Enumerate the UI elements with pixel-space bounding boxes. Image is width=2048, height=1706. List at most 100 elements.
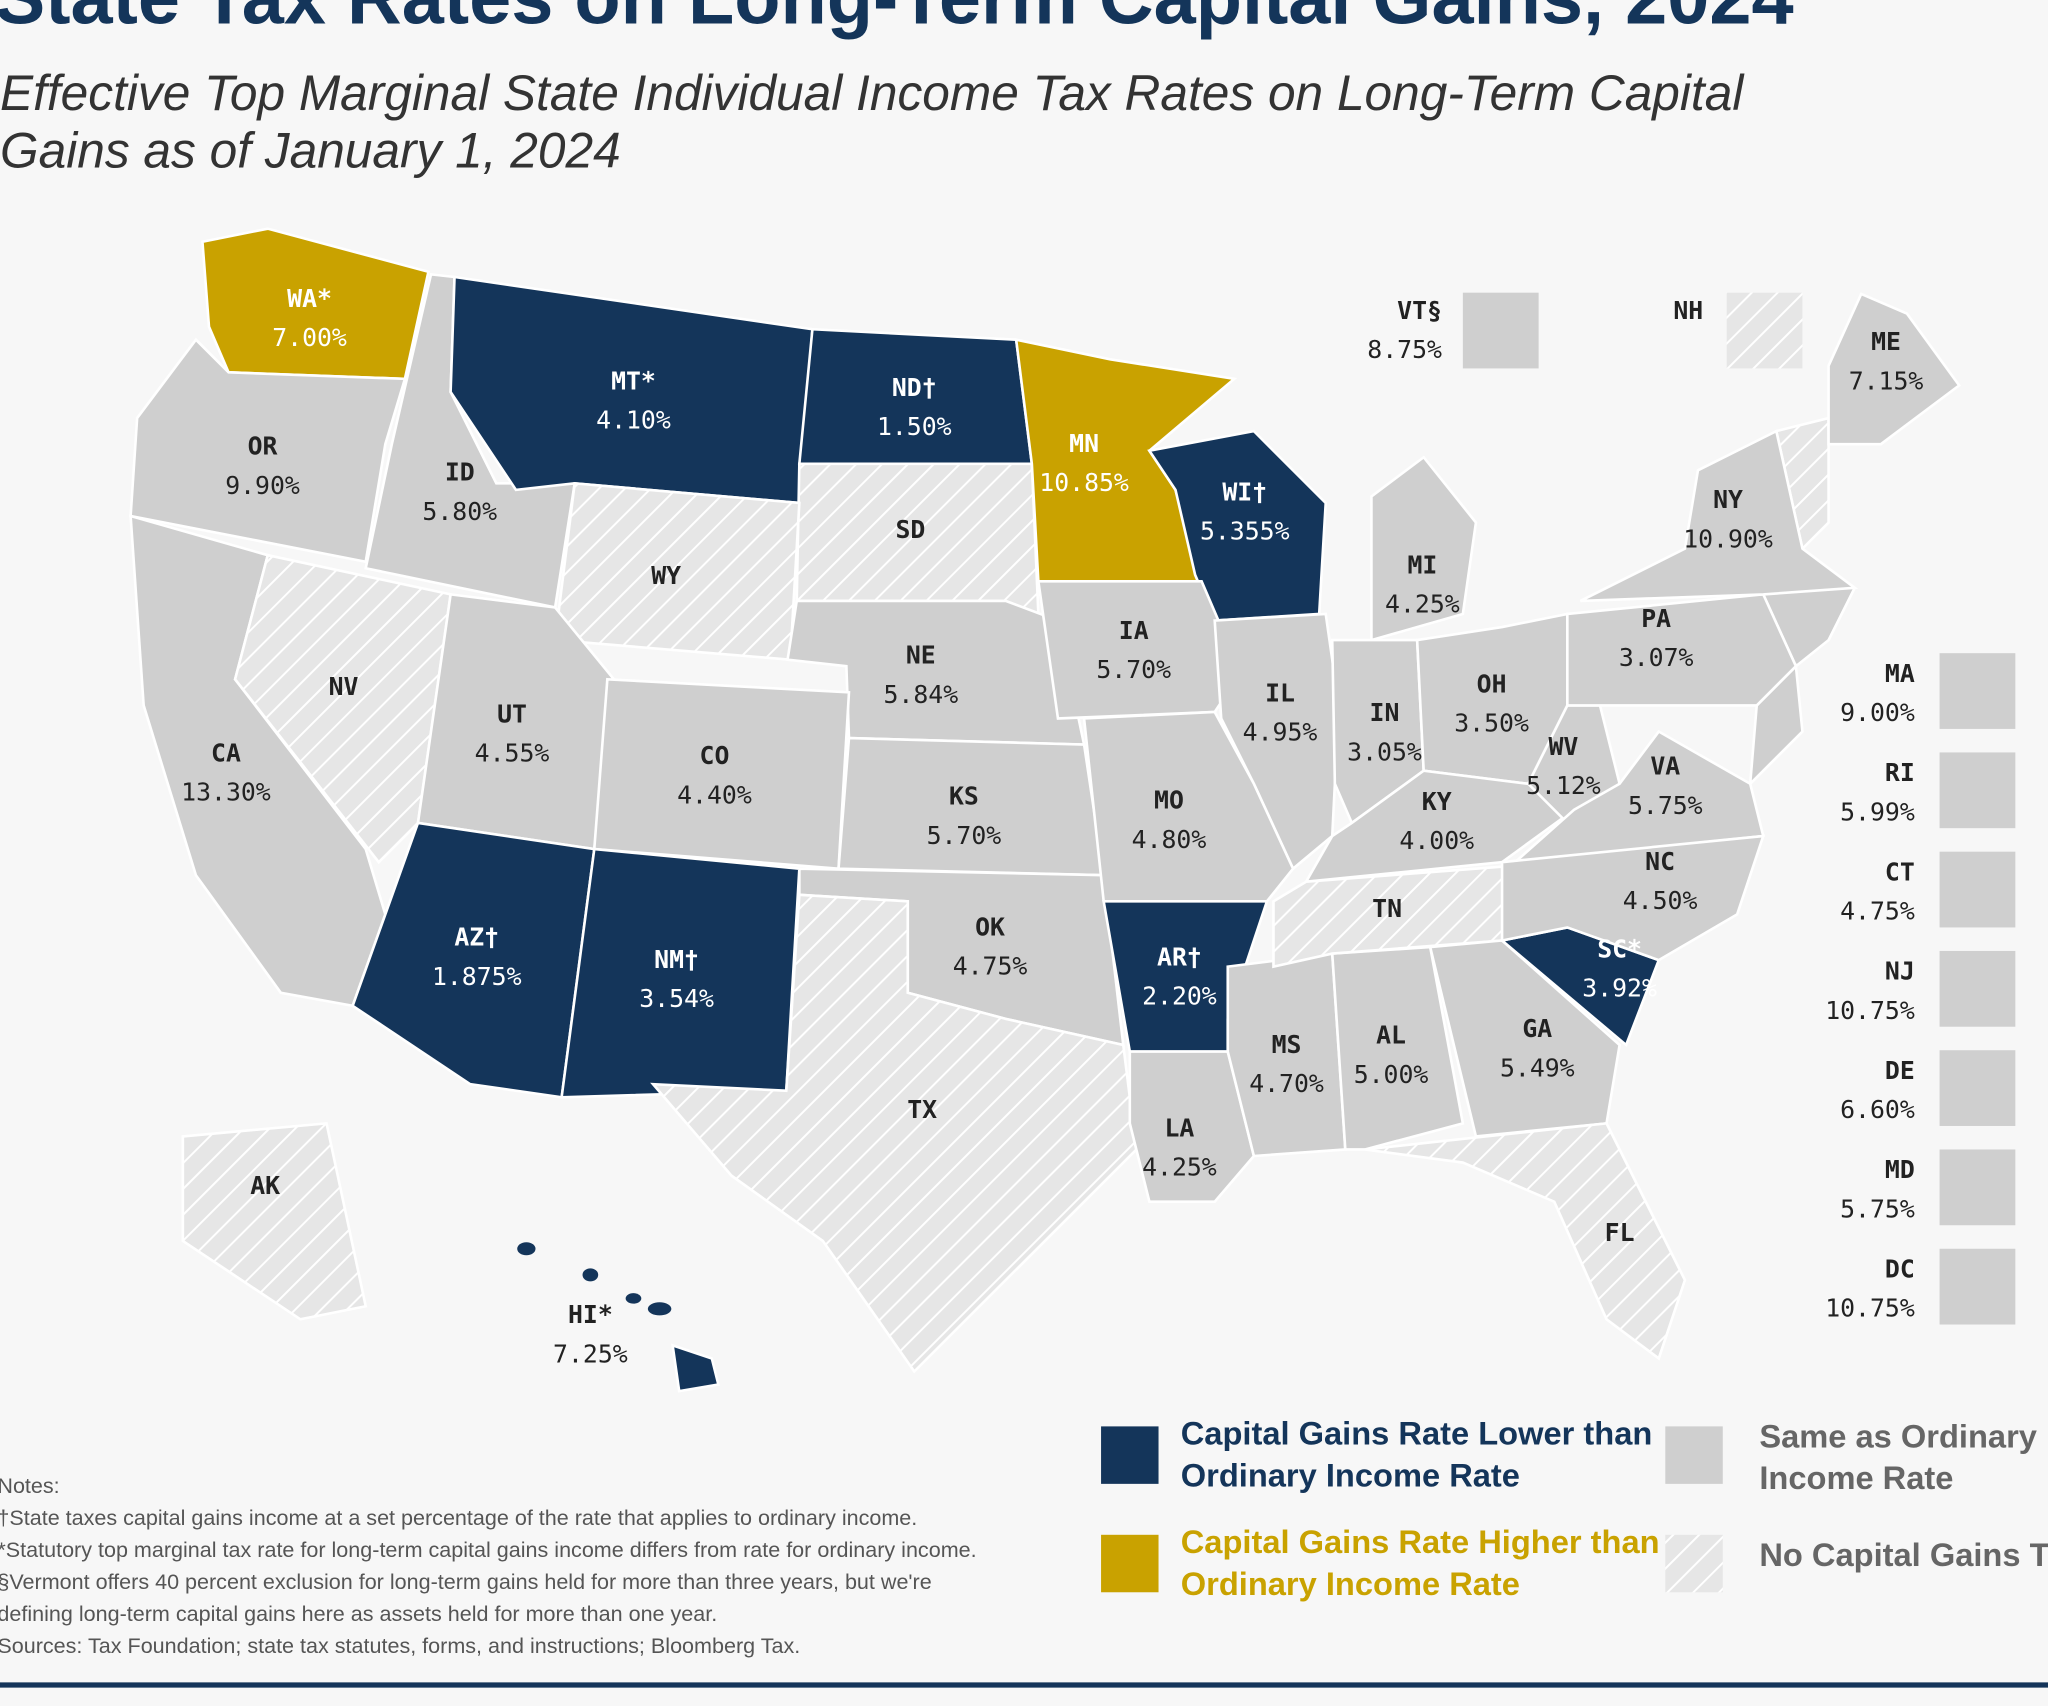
state-label: UT: [497, 699, 527, 728]
state-rate: 2.20%: [1142, 982, 1217, 1011]
island: [625, 1293, 642, 1304]
state-label: NC: [1645, 847, 1675, 876]
state-rate: 10.75%: [1825, 1294, 1915, 1323]
state-label: NE: [906, 641, 936, 670]
state-rate: 4.25%: [1142, 1153, 1217, 1182]
state-rate: 9.00%: [1840, 698, 1915, 727]
state-box: [1939, 950, 2016, 1027]
state-label: ND†: [892, 373, 937, 402]
state-label: MI: [1407, 550, 1437, 579]
state-label: GA: [1522, 1014, 1552, 1043]
state-label: IA: [1119, 616, 1149, 645]
state-label: NH: [1673, 296, 1703, 325]
state-box: [1939, 1248, 2016, 1325]
state-label: OR: [248, 432, 278, 461]
state-rate: 6.60%: [1840, 1095, 1915, 1124]
state-label: WV: [1548, 732, 1578, 761]
state-box: [1726, 292, 1803, 369]
state-label: KY: [1422, 787, 1452, 816]
note: defining long-term capital gains here as…: [0, 1601, 717, 1626]
legend-label: Capital Gains Rate Lower than: [1181, 1415, 1653, 1452]
island: [647, 1302, 672, 1316]
state-rate: 3.50%: [1454, 709, 1529, 738]
state-label: RI: [1885, 758, 1915, 787]
state-label: WI†: [1222, 477, 1267, 506]
state-shape: [1827, 292, 1961, 446]
state-label: ID: [445, 458, 475, 487]
state-rate: 5.12%: [1526, 771, 1601, 800]
state-box: [1939, 851, 2016, 928]
state-box: [1462, 292, 1539, 369]
state-rate: 3.92%: [1582, 974, 1657, 1003]
state-rate: 4.25%: [1385, 590, 1460, 619]
state-rate: 10.90%: [1683, 524, 1773, 553]
state-label: MN: [1069, 429, 1099, 458]
state-rate: 5.75%: [1840, 1194, 1915, 1223]
state-box: [1939, 1149, 2016, 1226]
state-label: WA*: [287, 284, 332, 313]
state-box: [1939, 653, 2016, 729]
state-rate: 7.15%: [1849, 366, 1924, 395]
state-rate: 10.75%: [1825, 996, 1915, 1025]
state-rate: 13.30%: [181, 778, 271, 807]
state-rate: 4.55%: [475, 739, 550, 768]
state-shape: [1213, 612, 1341, 871]
state-label: VA: [1650, 752, 1680, 781]
state-shape: [592, 677, 851, 871]
state-label: IN: [1370, 698, 1400, 727]
state-label: KS: [949, 782, 979, 811]
state-label: DE: [1885, 1056, 1915, 1085]
state-rate: 3.07%: [1619, 643, 1694, 672]
island: [582, 1268, 599, 1282]
state-label: AL: [1376, 1021, 1406, 1050]
state-label: AK: [250, 1171, 280, 1200]
state-rate: 5.99%: [1840, 797, 1915, 826]
legend-label: Capital Gains Rate Higher than: [1181, 1523, 1660, 1560]
state-rate: 4.80%: [1132, 825, 1207, 854]
state-shape: [1579, 429, 1859, 603]
state-shape: [1364, 1121, 1687, 1361]
state-label: NJ: [1885, 957, 1915, 986]
state-rate: 9.90%: [225, 471, 300, 500]
note: Notes:: [0, 1473, 60, 1498]
state-label: AZ†: [454, 923, 499, 952]
legend-swatch: [1101, 1534, 1159, 1593]
state-label: LA: [1164, 1113, 1194, 1142]
us-map: [129, 227, 1961, 1393]
state-rate: 5.70%: [927, 821, 1002, 850]
state-label: AR†: [1157, 942, 1202, 971]
island: [517, 1242, 536, 1256]
state-shape: [1500, 834, 1766, 962]
state-label: ME: [1871, 327, 1901, 356]
state-rate: 4.50%: [1623, 886, 1698, 915]
state-label: SD: [895, 515, 925, 544]
state-label: IL: [1265, 678, 1295, 707]
state-label: MS: [1272, 1030, 1302, 1059]
state-shape: [671, 1343, 720, 1393]
state-shape: [1566, 592, 1798, 707]
state-rate: 5.355%: [1200, 517, 1290, 546]
state-label: OH: [1477, 669, 1507, 698]
state-rate: 4.00%: [1399, 826, 1474, 855]
legend-label: Income Rate: [1759, 1459, 1953, 1496]
state-label: CA: [211, 739, 241, 768]
state-shape: [181, 1121, 368, 1321]
state-box: [1939, 1050, 2016, 1126]
state-label: MA: [1885, 659, 1915, 688]
state-label: MO: [1154, 786, 1184, 815]
state-rate: 4.75%: [953, 951, 1028, 980]
note: *Statutory top marginal tax rate for lon…: [0, 1537, 977, 1562]
state-rate: 3.54%: [639, 984, 714, 1013]
state-label: WY: [651, 561, 681, 590]
state-box: [1939, 752, 2016, 829]
state-rate: 5.70%: [1096, 655, 1171, 684]
state-label: NY: [1713, 485, 1743, 514]
state-rate: 10.85%: [1039, 468, 1129, 497]
state-rate: 4.10%: [596, 406, 671, 435]
legend-label: Ordinary Income Rate: [1181, 1456, 1520, 1493]
state-label: OK: [975, 912, 1005, 941]
legend-swatch: [1101, 1426, 1159, 1484]
state-rate: 4.95%: [1243, 718, 1318, 747]
state-label: DC: [1885, 1254, 1915, 1283]
